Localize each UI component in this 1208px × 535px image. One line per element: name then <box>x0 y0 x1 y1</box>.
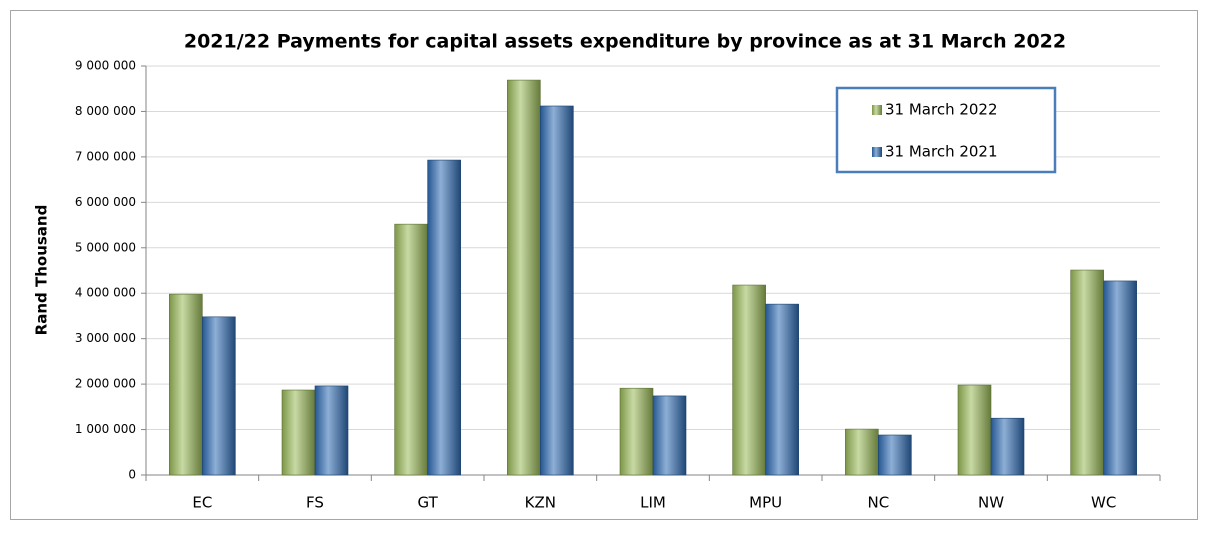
y-tick-label: 0 <box>128 468 136 482</box>
bar <box>507 79 541 476</box>
y-axis-label: Rand Thousand <box>33 205 51 336</box>
y-tick-label: 4 000 000 <box>75 286 136 300</box>
x-tick-label: NW <box>978 494 1004 512</box>
x-tick-label: NC <box>867 494 889 512</box>
y-tick-label: 8 000 000 <box>75 104 136 118</box>
y-tick-label: 2 000 000 <box>75 377 136 391</box>
x-tick-label: LIM <box>640 494 666 512</box>
chart-title: 2021/22 Payments for capital assets expe… <box>184 31 1066 53</box>
bar <box>540 105 574 476</box>
bar <box>394 223 428 476</box>
y-tick-label: 9 000 000 <box>75 59 136 73</box>
legend-label: 31 March 2022 <box>885 101 998 119</box>
bar <box>169 293 203 476</box>
x-tick-label: MPU <box>749 494 782 512</box>
legend-swatch <box>872 147 882 157</box>
bar <box>314 385 349 476</box>
bar <box>732 284 766 476</box>
bar <box>281 389 316 476</box>
x-tick-label: KZN <box>525 494 556 512</box>
y-tick-label: 5 000 000 <box>75 240 136 254</box>
bar <box>845 428 879 476</box>
bar <box>765 303 799 476</box>
x-tick-label: WC <box>1091 494 1116 512</box>
y-tick-label: 1 000 000 <box>75 422 136 436</box>
bar <box>1103 280 1137 476</box>
y-tick-label: 3 000 000 <box>75 331 136 345</box>
bar <box>427 159 461 476</box>
legend-box <box>835 86 1057 174</box>
bar <box>878 434 912 476</box>
y-tick-label: 6 000 000 <box>75 195 136 209</box>
x-tick-label: GT <box>418 494 439 512</box>
bar <box>652 395 687 476</box>
bar <box>990 417 1025 476</box>
bar <box>1070 269 1104 476</box>
x-tick-label: FS <box>306 494 324 512</box>
y-tick-label: 7 000 000 <box>75 149 136 163</box>
x-tick-label: EC <box>192 494 212 512</box>
legend-swatch <box>872 105 882 115</box>
bar <box>619 387 654 476</box>
bar <box>202 316 236 476</box>
bar <box>957 384 992 476</box>
legend-label: 31 March 2021 <box>885 143 998 161</box>
